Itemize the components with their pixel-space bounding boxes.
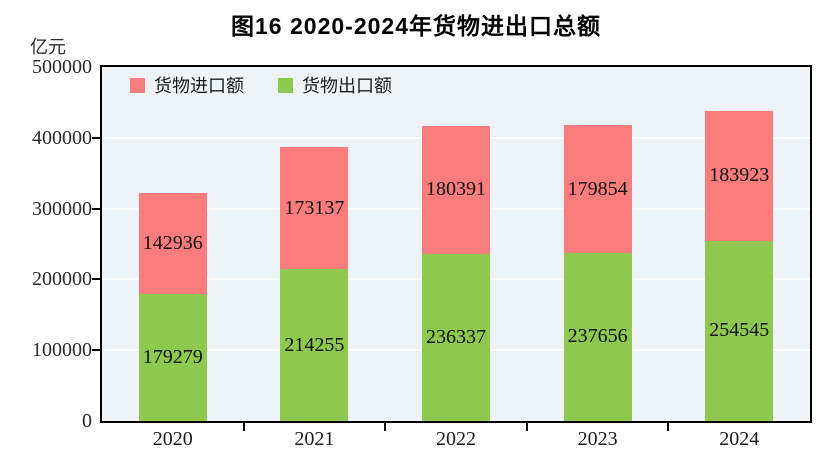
bar-segment-import: 179854 <box>563 125 632 253</box>
y-tick-label: 400000 <box>32 126 92 149</box>
x-tick-mark <box>242 423 245 431</box>
legend-swatch-export <box>278 77 293 93</box>
x-category-label: 2023 <box>577 428 618 450</box>
bar-segment-export: 214255 <box>280 269 349 421</box>
x-category-label: 2020 <box>152 428 193 450</box>
x-category-label: 2024 <box>719 428 760 450</box>
bar-value-label: 237656 <box>567 325 628 348</box>
x-tick-mark <box>384 423 387 431</box>
y-tick-mark <box>92 207 100 210</box>
bar-segment-export: 237656 <box>563 252 632 421</box>
x-tick-mark <box>525 423 528 431</box>
legend-swatch-import <box>130 77 145 93</box>
y-tick-label: 200000 <box>32 268 92 291</box>
legend-item: 货物出口额 <box>278 72 392 98</box>
y-tick-mark <box>92 278 100 281</box>
bar-value-label: 179854 <box>567 177 628 200</box>
bar-segment-import: 180391 <box>422 125 490 254</box>
bar-layer: 179279 142936 214255 173137 236337 180391 2376… <box>102 67 810 421</box>
legend-item: 货物进口额 <box>130 72 244 98</box>
x-tick-mark <box>667 423 670 431</box>
bar-segment-import: 173137 <box>280 146 349 270</box>
chart-title: 图16 2020-2024年货物进出口总额 <box>231 13 601 39</box>
bar-segment-import: 183923 <box>705 110 774 241</box>
bar-value-label: 183923 <box>709 164 770 187</box>
y-tick-label: 100000 <box>32 339 92 362</box>
y-tick-label: 500000 <box>32 56 92 78</box>
legend: 货物进口额 货物出口额 <box>130 72 392 98</box>
legend-label: 货物进口额 <box>154 76 244 96</box>
x-category-label: 2022 <box>436 428 476 450</box>
y-tick-label: 0 <box>82 410 92 432</box>
x-category-label: 2021 <box>294 428 335 450</box>
y-tick-label: 300000 <box>32 197 92 220</box>
bar-value-label: 254545 <box>709 319 770 342</box>
y-tick-mark <box>92 136 100 139</box>
bar-value-label: 142936 <box>142 231 203 254</box>
bar-value-label: 214255 <box>284 333 345 356</box>
bar-value-label: 180391 <box>426 178 486 201</box>
bar-segment-export: 236337 <box>422 253 490 421</box>
bar-segment-export: 254545 <box>705 240 774 421</box>
bar-value-label: 236337 <box>426 325 486 348</box>
bar-value-label: 179279 <box>142 346 203 369</box>
legend-label: 货物出口额 <box>302 76 392 96</box>
plot-area: 179279 142936 214255 173137 236337 180391 2376… <box>100 65 812 423</box>
bar-value-label: 173137 <box>284 196 345 219</box>
y-tick-mark <box>92 349 100 352</box>
y-axis-unit-label: 亿元 <box>30 37 66 57</box>
bar-segment-import: 142936 <box>138 192 207 295</box>
bar-segment-export: 179279 <box>138 294 207 421</box>
